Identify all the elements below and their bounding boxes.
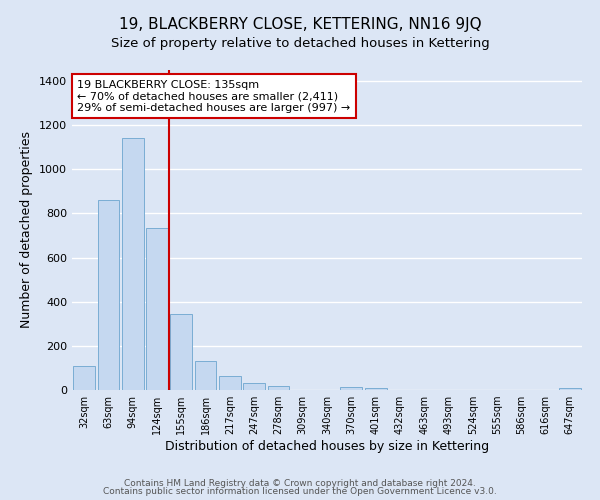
Text: Size of property relative to detached houses in Kettering: Size of property relative to detached ho…	[110, 38, 490, 51]
Text: 19, BLACKBERRY CLOSE, KETTERING, NN16 9JQ: 19, BLACKBERRY CLOSE, KETTERING, NN16 9J…	[119, 18, 481, 32]
Bar	[122, 138, 143, 390]
Bar	[340, 388, 362, 390]
Text: Contains public sector information licensed under the Open Government Licence v3: Contains public sector information licen…	[103, 487, 497, 496]
Bar	[219, 376, 241, 390]
Bar	[146, 228, 168, 390]
Bar	[73, 366, 95, 390]
X-axis label: Distribution of detached houses by size in Kettering: Distribution of detached houses by size …	[165, 440, 489, 453]
Bar	[194, 362, 217, 390]
Bar	[268, 386, 289, 390]
Bar	[97, 200, 119, 390]
Y-axis label: Number of detached properties: Number of detached properties	[20, 132, 34, 328]
Bar	[170, 314, 192, 390]
Text: 19 BLACKBERRY CLOSE: 135sqm
← 70% of detached houses are smaller (2,411)
29% of : 19 BLACKBERRY CLOSE: 135sqm ← 70% of det…	[77, 80, 350, 113]
Bar	[559, 388, 581, 390]
Bar	[365, 388, 386, 390]
Text: Contains HM Land Registry data © Crown copyright and database right 2024.: Contains HM Land Registry data © Crown c…	[124, 478, 476, 488]
Bar	[243, 382, 265, 390]
